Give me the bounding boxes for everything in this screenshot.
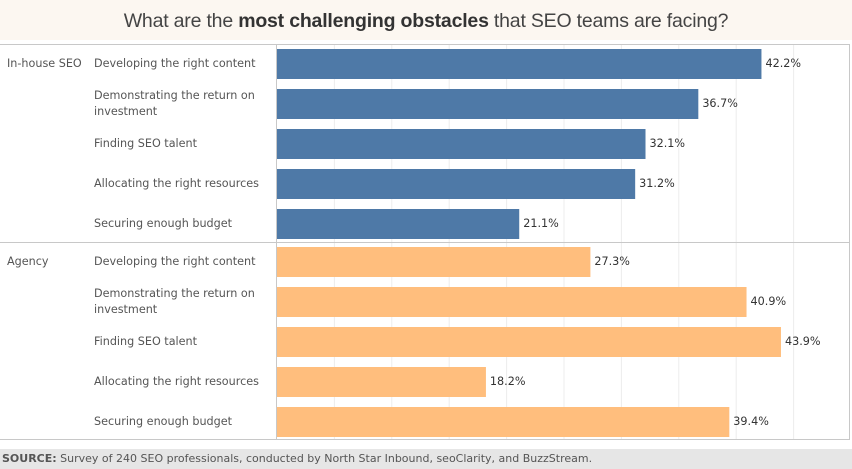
bar[interactable] — [277, 209, 520, 239]
bar[interactable] — [277, 367, 486, 397]
bar[interactable] — [277, 49, 762, 79]
group-separator — [0, 242, 850, 243]
value-label: 43.9% — [784, 335, 821, 348]
group-label: Agency — [7, 255, 49, 268]
bar[interactable] — [277, 327, 781, 357]
title-bold: most challenging obstacles — [238, 10, 489, 32]
bar[interactable] — [277, 247, 591, 277]
row-label: Securing enough budget — [94, 415, 233, 428]
value-label: 40.9% — [750, 295, 787, 308]
row-label: Demonstrating the return on investment — [94, 89, 255, 118]
value-label: 21.1% — [523, 217, 559, 230]
title-suffix: that SEO teams are facing? — [488, 10, 729, 32]
bars — [277, 49, 781, 437]
title-prefix: What are the — [123, 10, 239, 32]
source-label: SOURCE: — [2, 452, 57, 465]
y-axis-line — [276, 44, 277, 440]
bar[interactable] — [277, 89, 699, 119]
row-label: Demonstrating the return on investment — [94, 287, 255, 316]
source-note: SOURCE: Survey of 240 SEO professionals,… — [0, 449, 852, 469]
value-label: 42.2% — [765, 57, 801, 70]
row-label: Finding SEO talent — [94, 137, 198, 150]
value-label: 32.1% — [649, 137, 686, 150]
value-label: 31.2% — [639, 177, 675, 190]
bar[interactable] — [277, 129, 646, 159]
value-label: 39.4% — [733, 415, 769, 428]
row-label: Allocating the right resources — [94, 375, 259, 388]
bar[interactable] — [277, 407, 730, 437]
row-label: Developing the right content — [94, 255, 256, 268]
title-bar: What are the most challenging obstacles … — [0, 0, 852, 40]
group-label: In-house SEO — [7, 57, 82, 70]
row-label: Developing the right content — [94, 57, 256, 70]
value-label: 27.3% — [594, 255, 630, 268]
source-text: Survey of 240 SEO professionals, conduct… — [56, 452, 593, 465]
value-label: 18.2% — [489, 375, 526, 388]
chart-title: What are the most challenging obstacles … — [0, 0, 852, 40]
bar[interactable] — [277, 287, 747, 317]
bar[interactable] — [277, 169, 636, 199]
row-label: Allocating the right resources — [94, 177, 259, 190]
row-label: Finding SEO talent — [94, 335, 198, 348]
row-label: Securing enough budget — [94, 217, 233, 230]
value-label: 36.7% — [702, 97, 738, 110]
